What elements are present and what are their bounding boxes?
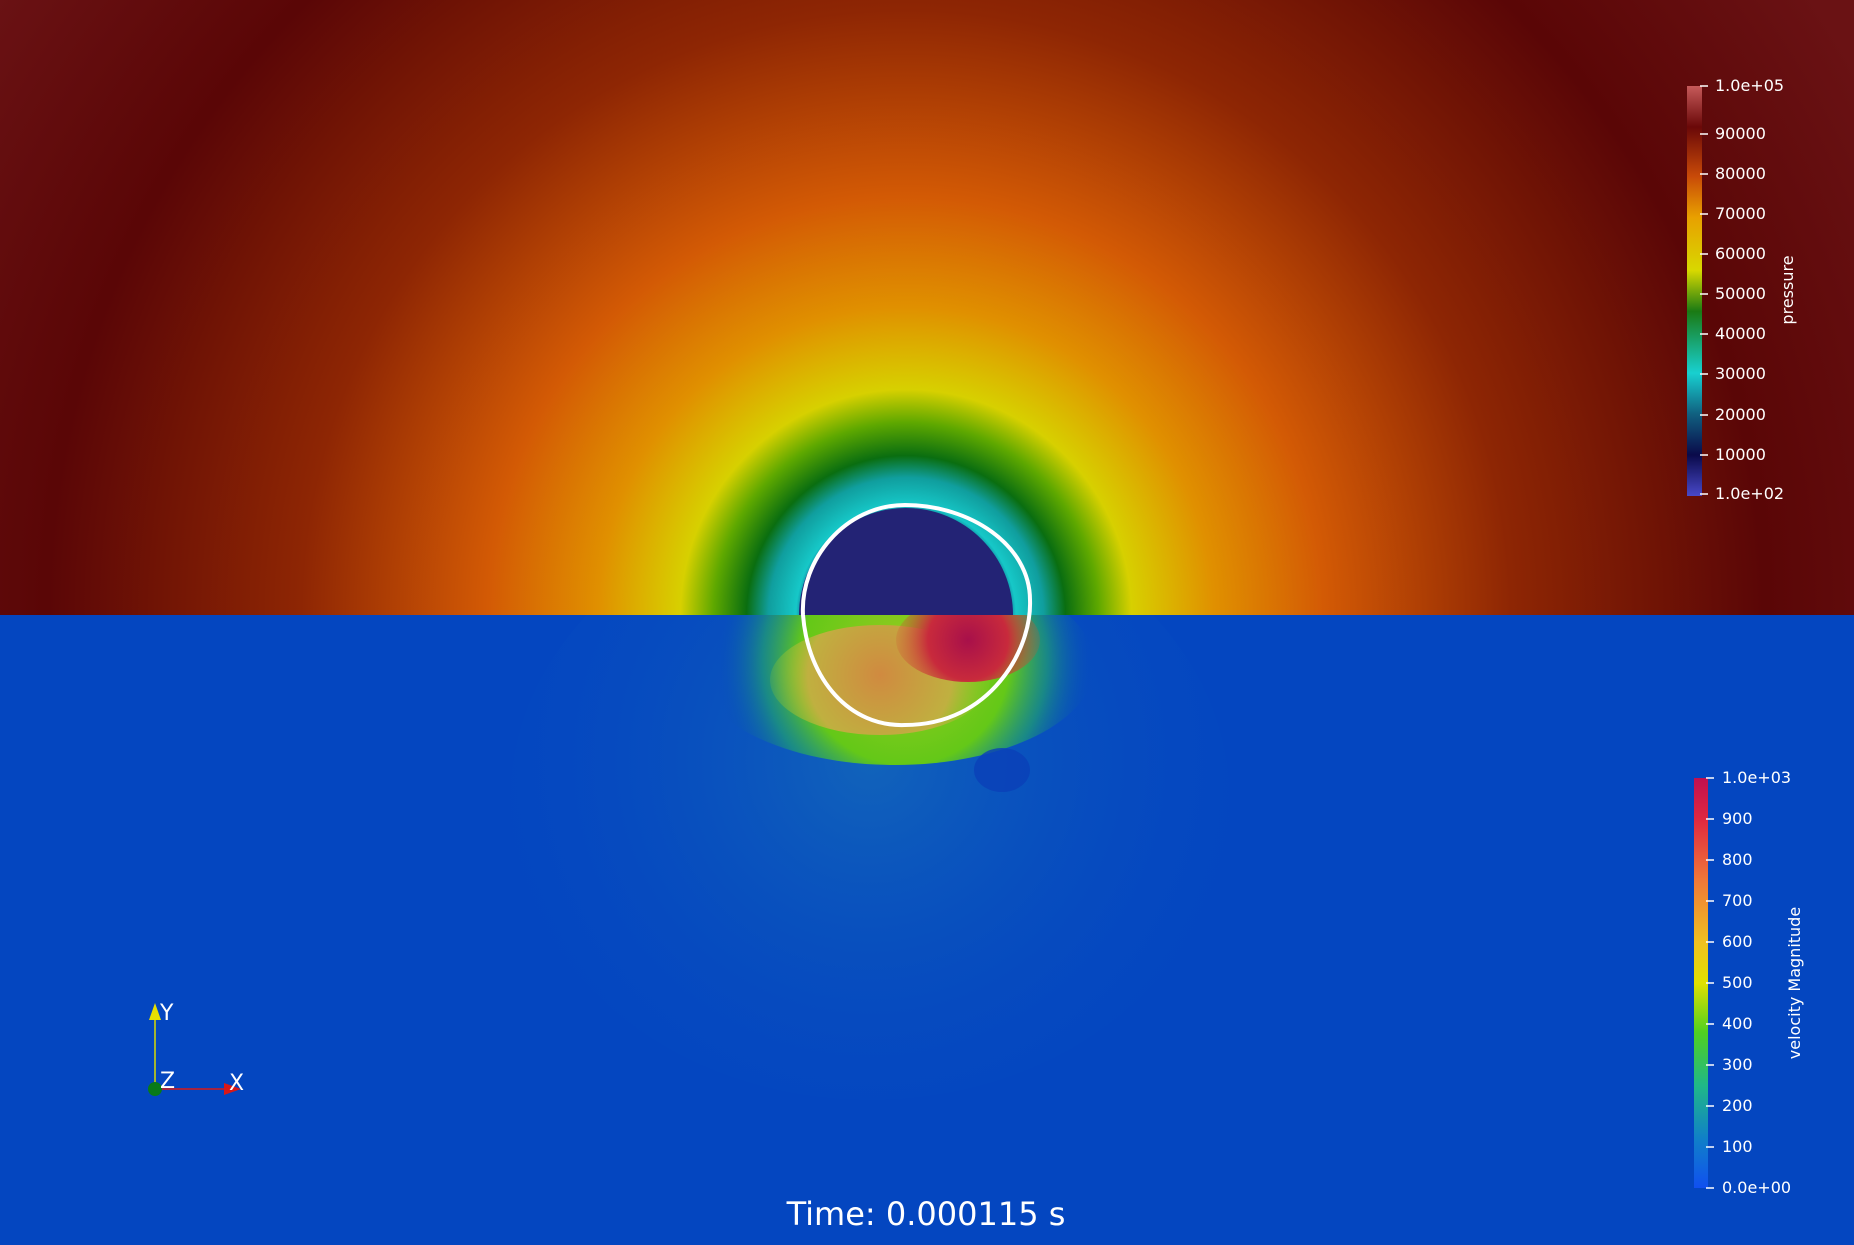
orientation-axes-triad: Y Z X: [148, 1001, 244, 1096]
pressure-tick-label: 1.0e+05: [1715, 76, 1784, 95]
velocity-tick-label: 600: [1722, 932, 1753, 951]
pressure-tick-label: 90000: [1715, 124, 1766, 143]
velocity-tick-label: 200: [1722, 1096, 1753, 1115]
pressure-tick-label: 70000: [1715, 204, 1766, 223]
pressure-tick-label: 60000: [1715, 244, 1766, 263]
x-axis-label: X: [229, 1071, 244, 1096]
z-axis-dot-icon: [148, 1082, 162, 1096]
velocity-color-bar: [1694, 778, 1708, 1188]
y-axis-label: Y: [159, 1001, 174, 1026]
pressure-tick-label: 50000: [1715, 284, 1766, 303]
x-axis-arrow-icon: [224, 1083, 241, 1095]
pressure-field: [0, 0, 1854, 615]
pressure-color-bar: [1687, 86, 1702, 496]
time-annotation: Time: 0.000115 s: [786, 1195, 1066, 1233]
velocity-tick-label: 800: [1722, 850, 1753, 869]
y-axis-arrow-icon: [149, 1003, 161, 1020]
velocity-field: [0, 615, 1854, 1245]
pressure-tick-label: 30000: [1715, 364, 1766, 383]
pressure-tick-label: 10000: [1715, 445, 1766, 464]
pressure-tick-label: 1.0e+02: [1715, 484, 1784, 503]
velocity-tick-label: 700: [1722, 891, 1753, 910]
velocity-tick-marks: [1706, 777, 1714, 1189]
velocity-tick-label: 100: [1722, 1137, 1753, 1156]
velocity-legend-title: velocity Magnitude: [1785, 907, 1804, 1059]
pressure-tick-label: 80000: [1715, 164, 1766, 183]
pressure-tick-label: 40000: [1715, 324, 1766, 343]
velocity-tick-label: 0.0e+00: [1722, 1178, 1791, 1197]
velocity-tick-label: 300: [1722, 1055, 1753, 1074]
bubble-interface-contour: [800, 502, 1033, 728]
velocity-tick-label: 400: [1722, 1014, 1753, 1033]
velocity-color-legend: 1.0e+03 900 800 700 600 500 400 300 200 …: [1694, 768, 1804, 1197]
pressure-color-legend: 1.0e+05 90000 80000 70000 60000 50000 40…: [1687, 76, 1797, 503]
pressure-tick-label: 20000: [1715, 405, 1766, 424]
z-axis-label: Z: [160, 1069, 175, 1094]
pressure-tick-marks: [1700, 85, 1708, 495]
velocity-tick-label: 500: [1722, 973, 1753, 992]
pressure-legend-title: pressure: [1778, 255, 1797, 324]
velocity-tick-label: 1.0e+03: [1722, 768, 1791, 787]
velocity-tick-label: 900: [1722, 809, 1753, 828]
